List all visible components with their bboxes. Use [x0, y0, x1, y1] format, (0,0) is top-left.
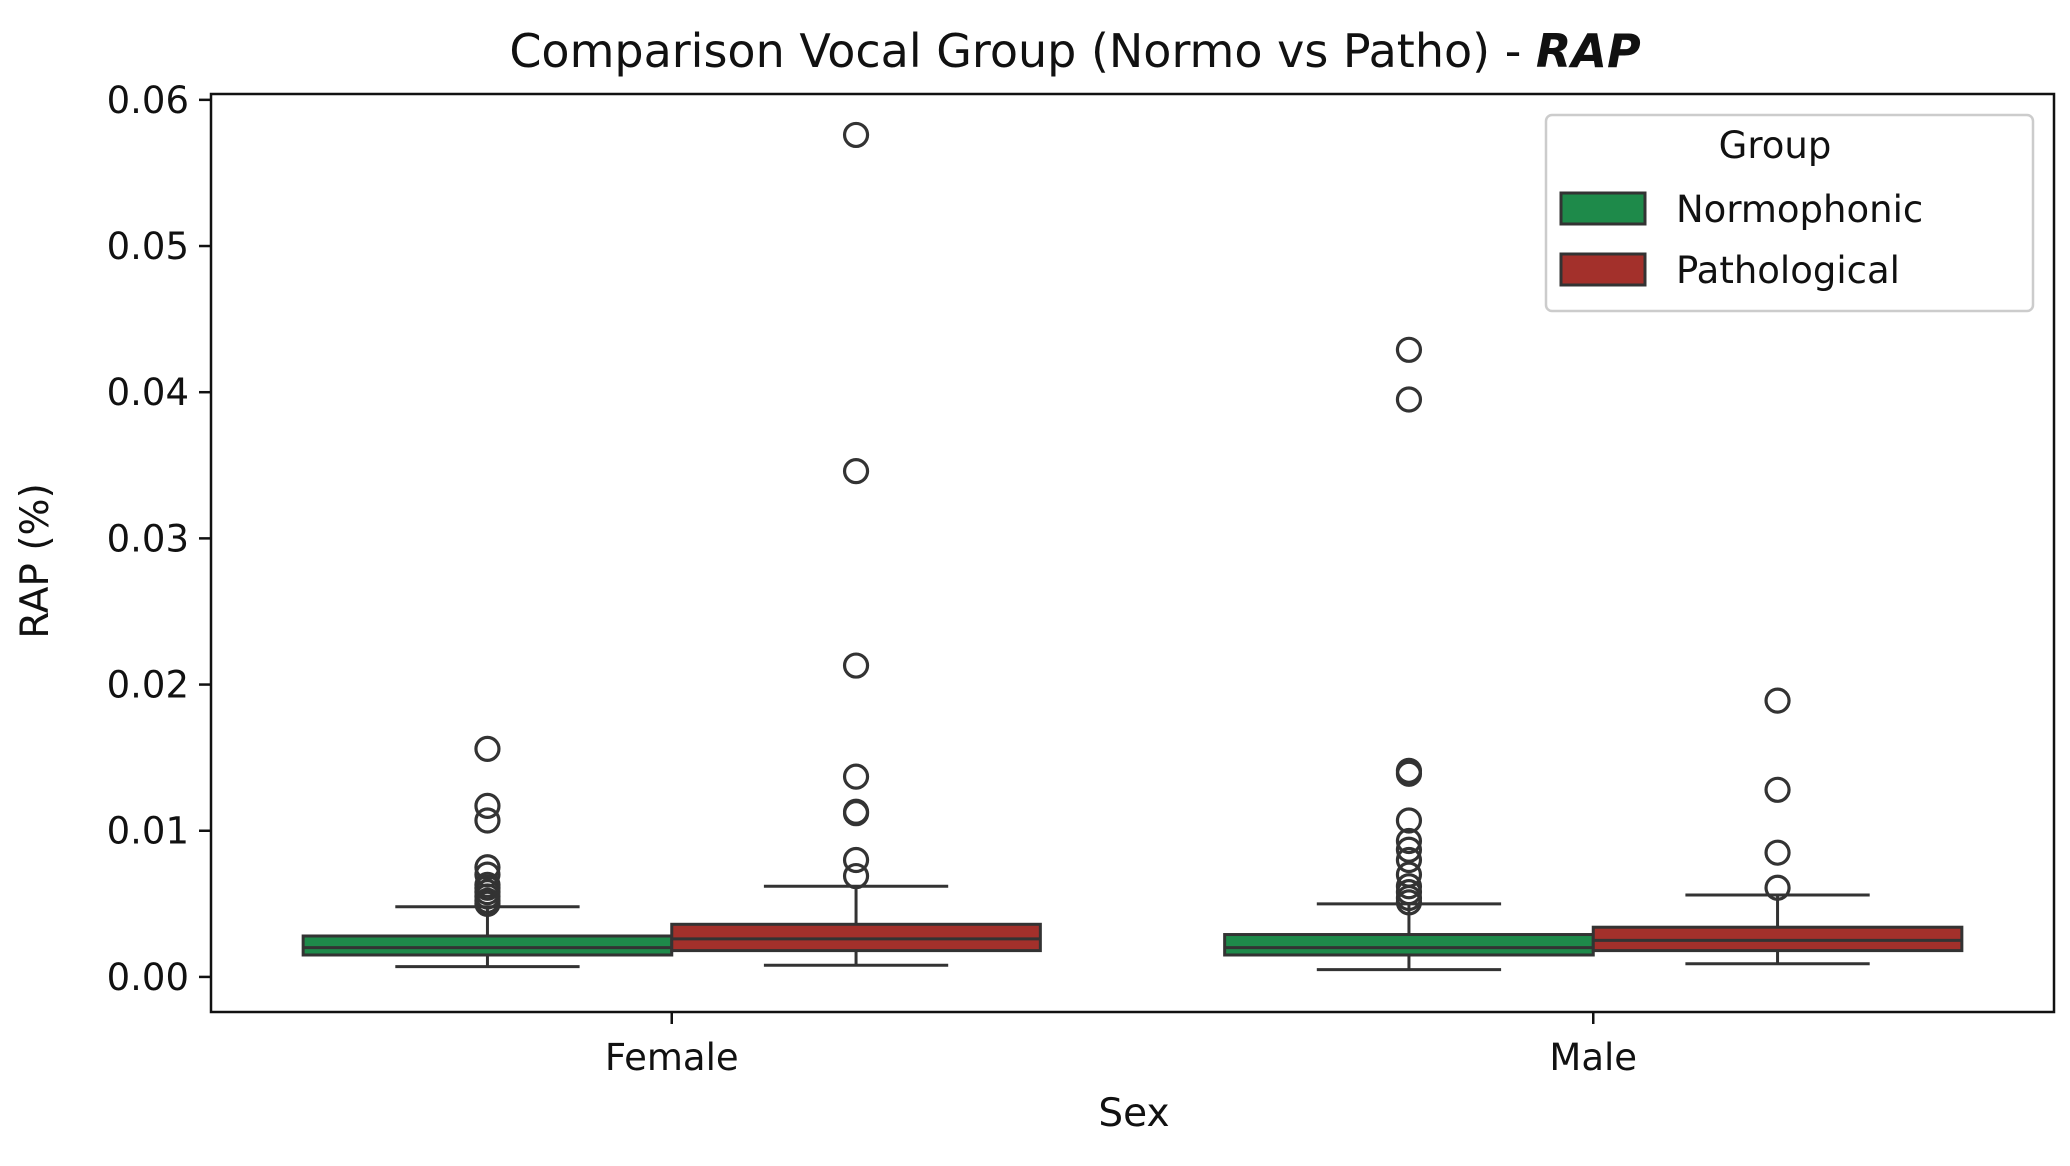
box-iqr	[1223, 933, 1595, 957]
outlier-point	[1395, 861, 1423, 888]
outlier-point	[1764, 776, 1791, 803]
outlier-point	[842, 458, 870, 485]
outlier-point	[474, 861, 501, 888]
outlier-point	[474, 854, 501, 881]
outlier-point	[474, 735, 501, 762]
box-normophonic-female	[301, 735, 674, 969]
y-tick-label: 0.06	[107, 79, 189, 122]
outlier-point	[1395, 386, 1423, 413]
chart-title-prefix: Comparison Vocal Group (Normo vs Patho) …	[509, 24, 1536, 78]
legend-title: Group	[1719, 124, 1832, 167]
outlier-point	[1764, 874, 1791, 901]
y-tick-label: 0.05	[107, 225, 189, 268]
outlier-point	[842, 798, 870, 825]
y-axis-label: RAP (%)	[13, 483, 58, 639]
outlier-point	[1395, 846, 1423, 874]
box-pathological-male	[1591, 687, 1964, 966]
y-tick-label: 0.04	[107, 371, 189, 414]
outlier-point	[842, 652, 870, 679]
y-axis: 0.00 0.01 0.02 0.03 0.04 0.05 0.06	[107, 79, 211, 999]
outlier-point	[842, 763, 870, 790]
legend-entries: Normophonic Pathological	[1559, 188, 1923, 292]
x-tick-label: Female	[605, 1036, 739, 1079]
outlier-point	[842, 846, 870, 874]
legend-swatch-normophonic	[1559, 191, 1647, 226]
legend-swatch-pathological	[1559, 252, 1647, 287]
y-tick-label: 0.03	[107, 517, 189, 560]
plot-frame	[209, 92, 2056, 1014]
legend-frame	[1544, 113, 2035, 313]
outlier-point	[842, 121, 870, 149]
chart-title-metric: RAP	[1536, 24, 1641, 78]
legend-label-normophonic: Normophonic	[1676, 188, 1923, 231]
x-axis: Female Male	[605, 1012, 1637, 1079]
outlier-point	[1395, 827, 1423, 855]
y-tick-label: 0.02	[107, 664, 189, 707]
outlier-point	[474, 807, 501, 834]
outlier-point	[1764, 687, 1791, 714]
outlier-point	[1395, 336, 1423, 363]
box-series-layer	[301, 121, 1964, 972]
outlier-point	[474, 871, 501, 898]
outlier-point	[1395, 836, 1423, 863]
outlier-point	[1395, 873, 1423, 900]
x-tick-label: Male	[1549, 1036, 1637, 1079]
outlier-point	[842, 862, 870, 890]
legend-label-pathological: Pathological	[1676, 249, 1900, 292]
outlier-point	[1395, 807, 1423, 834]
x-axis-label: Sex	[1098, 1091, 1169, 1136]
y-tick-label: 0.00	[107, 956, 189, 999]
legend: Group Normophonic Pathological	[1544, 113, 2035, 313]
box-iqr	[301, 934, 674, 957]
outlier-point	[1764, 839, 1791, 866]
chart-title: Comparison Vocal Group (Normo vs Patho) …	[509, 24, 1641, 78]
outlier-point	[1395, 757, 1423, 784]
box-pathological-female	[670, 121, 1042, 967]
outlier-point	[474, 792, 501, 819]
box-normophonic-male	[1223, 336, 1595, 972]
y-tick-label: 0.01	[107, 810, 189, 853]
